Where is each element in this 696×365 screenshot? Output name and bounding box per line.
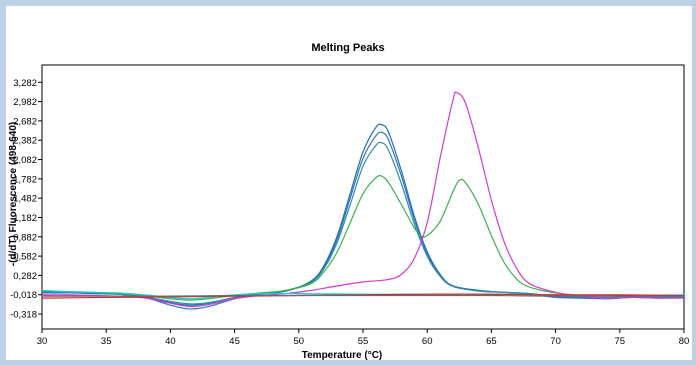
series-line-8 bbox=[42, 294, 684, 297]
y-tick-label: 1,482 bbox=[13, 194, 37, 205]
x-tick-label: 45 bbox=[229, 336, 240, 347]
y-tick-label: 0,882 bbox=[13, 232, 37, 243]
x-tick-label: 75 bbox=[615, 336, 626, 347]
x-tick-label: 40 bbox=[165, 336, 176, 347]
x-tick-label: 30 bbox=[37, 336, 48, 347]
y-tick-label: 2,082 bbox=[13, 155, 37, 166]
x-tick-label: 60 bbox=[422, 336, 433, 347]
x-tick-label: 80 bbox=[679, 336, 690, 347]
y-tick-label: 3,282 bbox=[13, 78, 37, 89]
series-line-7 bbox=[41, 293, 685, 299]
y-tick-label: 1,782 bbox=[13, 174, 37, 185]
series-layer bbox=[41, 91, 685, 310]
y-axis-ticks: 3,282 2,982 2,682 2,382 2,082 1,782 1,482 1,182… bbox=[10, 78, 42, 321]
y-tick-label: 0,582 bbox=[13, 252, 37, 263]
x-tick-label: 70 bbox=[550, 336, 561, 347]
y-axis-label: -(d/dT) Fluorescence (498-640) bbox=[8, 122, 19, 266]
chart-panel: Melting Peaks 3,282 2,982 2,682 2,382 2,082 1… bbox=[6, 6, 692, 360]
y-tick-label: 1,182 bbox=[13, 213, 37, 224]
x-tick-label: 35 bbox=[101, 336, 112, 347]
y-tick-label: -0,318 bbox=[10, 310, 37, 321]
series-line-5 bbox=[41, 91, 685, 308]
y-tick-label: 2,982 bbox=[13, 97, 37, 108]
melting-peaks-chart: Melting Peaks 3,282 2,982 2,682 2,382 2,082 1… bbox=[8, 42, 690, 360]
x-axis-ticks: 30 35 40 45 50 55 60 65 70 75 80 bbox=[37, 329, 690, 347]
y-tick-label: 0,282 bbox=[13, 271, 37, 282]
y-tick-label: 2,382 bbox=[13, 136, 37, 147]
chart-title: Melting Peaks bbox=[311, 42, 384, 54]
y-tick-label: 2,682 bbox=[13, 116, 37, 127]
x-tick-label: 55 bbox=[358, 336, 369, 347]
plot-area bbox=[41, 64, 685, 330]
y-tick-label: -0,018 bbox=[10, 290, 37, 301]
x-axis-label: Temperature (°C) bbox=[302, 350, 383, 360]
x-tick-label: 65 bbox=[486, 336, 497, 347]
x-tick-label: 50 bbox=[294, 336, 305, 347]
series-line-4 bbox=[41, 175, 685, 301]
